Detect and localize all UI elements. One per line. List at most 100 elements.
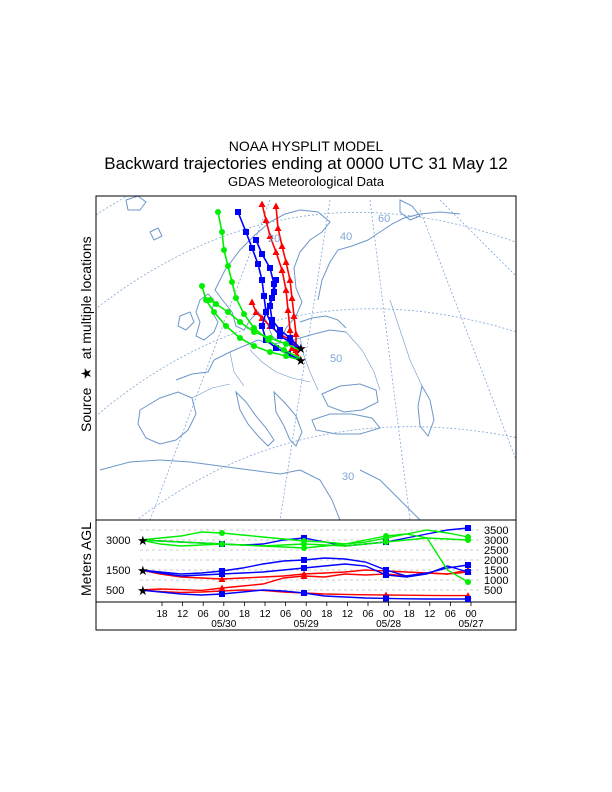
height-series-marker <box>301 565 307 571</box>
time-tick-label: 06 <box>198 609 210 620</box>
map-trajectory-marker <box>225 309 231 315</box>
source-star-icon: ★ <box>295 353 307 368</box>
right-scale-label: 3000 <box>484 535 508 547</box>
map-trajectory-line <box>275 205 301 361</box>
map-trajectory-marker <box>251 329 257 335</box>
latlon-labels: 30 50 60 20 40 <box>268 213 390 483</box>
map-trajectory-marker <box>261 293 267 299</box>
map-trajectory-marker <box>213 301 219 307</box>
latitude-label: 50 <box>330 353 342 365</box>
source-label: Source <box>78 387 94 432</box>
start-star-icon: ★ <box>137 583 149 598</box>
model-title: NOAA HYSPLIT MODEL <box>228 138 384 154</box>
map-trajectory-marker <box>267 265 273 271</box>
start-star-icon: ★ <box>137 563 149 578</box>
map-trajectory-marker <box>237 335 243 341</box>
map-trajectory-marker <box>272 248 280 255</box>
map-trajectory-marker <box>272 202 280 209</box>
map-trajectory-marker <box>287 335 293 341</box>
country-borders <box>191 299 423 399</box>
coastlines <box>99 196 461 520</box>
height-series-marker <box>465 562 471 568</box>
map-trajectory-marker <box>221 247 227 253</box>
map-trajectory-marker <box>263 309 269 315</box>
time-tick-label: 18 <box>404 609 416 620</box>
map-trajectory-marker <box>225 263 231 269</box>
map-trajectory-marker <box>259 277 265 283</box>
map-area: ★★ 30 50 60 20 40 <box>96 196 516 520</box>
map-trajectory-marker <box>284 306 292 313</box>
map-trajectory-marker <box>252 308 260 315</box>
map-trajectory-marker <box>271 281 277 287</box>
map-trajectory-marker <box>219 229 225 235</box>
map-trajectory-marker <box>211 309 217 315</box>
map-trajectory-marker <box>290 312 298 319</box>
map-trajectory-marker <box>267 349 273 355</box>
map-trajectory-marker <box>223 323 229 329</box>
time-tick-label: 00 <box>301 609 313 620</box>
map-trajectory-marker <box>259 251 265 257</box>
map-trajectory-marker <box>267 335 273 341</box>
right-scale-label: 500 <box>484 585 502 597</box>
map-trajectory-marker <box>277 327 283 333</box>
height-series-marker <box>219 530 225 536</box>
map-trajectory-marker <box>287 339 293 345</box>
height-series-marker <box>219 571 225 577</box>
start-height-label: 1500 <box>106 565 130 577</box>
latitude-label: 60 <box>378 213 390 225</box>
height-series-marker <box>465 579 471 585</box>
map-trajectory-marker <box>282 258 290 265</box>
time-tick-label: 00 <box>465 609 477 620</box>
height-series-marker <box>465 569 471 575</box>
height-series-marker <box>219 541 225 547</box>
map-trajectory-marker <box>243 229 249 235</box>
map-trajectory-marker <box>262 216 270 223</box>
longitude-label: 40 <box>340 231 352 243</box>
right-scale-label: 1500 <box>484 565 508 577</box>
height-series-marker <box>219 591 225 597</box>
source-star-icon: ★ <box>78 367 94 380</box>
start-star-icon: ★ <box>137 533 149 548</box>
map-trajectory-marker <box>286 326 294 333</box>
height-series-marker <box>465 534 471 540</box>
height-series-marker <box>301 557 307 563</box>
map-trajectory-marker <box>237 319 243 325</box>
time-tick-label: 06 <box>280 609 292 620</box>
height-series <box>139 525 472 602</box>
map-trajectory-marker <box>269 317 275 323</box>
height-labels: 3000 ★1500 ★500 ★35003000250020001500100050… <box>106 525 508 598</box>
map-trajectory-marker <box>255 261 261 267</box>
map-trajectory-marker <box>282 286 290 293</box>
time-tick-label: 12 <box>342 609 354 620</box>
height-series-marker <box>301 545 307 551</box>
time-tick-label: 12 <box>177 609 189 620</box>
map-trajectory-marker <box>229 279 235 285</box>
source-location-label: at multiple locations <box>78 236 94 360</box>
right-scale-label: 2500 <box>484 545 508 557</box>
map-trajectory-marker <box>277 333 283 339</box>
date-label: 05/29 <box>294 619 319 630</box>
source-star-icon: ★ <box>295 341 307 356</box>
height-series-marker <box>383 567 389 573</box>
height-series-marker <box>218 584 226 591</box>
map-trajectory-marker <box>286 276 294 283</box>
height-series-marker <box>218 575 226 582</box>
time-tick-label: 18 <box>239 609 251 620</box>
map-trajectory-marker <box>273 345 279 351</box>
right-scale-label: 1000 <box>484 575 508 587</box>
map-trajectory-marker <box>199 283 205 289</box>
time-tick-label: 12 <box>259 609 271 620</box>
map-trajectory-marker <box>241 311 247 317</box>
height-series-marker <box>465 596 471 602</box>
map-trajectory-marker <box>267 303 273 309</box>
map-trajectory-marker <box>215 209 221 215</box>
time-tick-label: 00 <box>218 609 230 620</box>
map-trajectory-marker <box>269 323 275 329</box>
map-trajectory-marker <box>278 242 286 249</box>
map-trajectory-marker <box>235 209 241 215</box>
map-trajectory-marker <box>283 341 289 347</box>
date-label: 05/28 <box>376 619 401 630</box>
longitude-label: 20 <box>268 233 280 245</box>
map-trajectory-marker <box>251 343 257 349</box>
